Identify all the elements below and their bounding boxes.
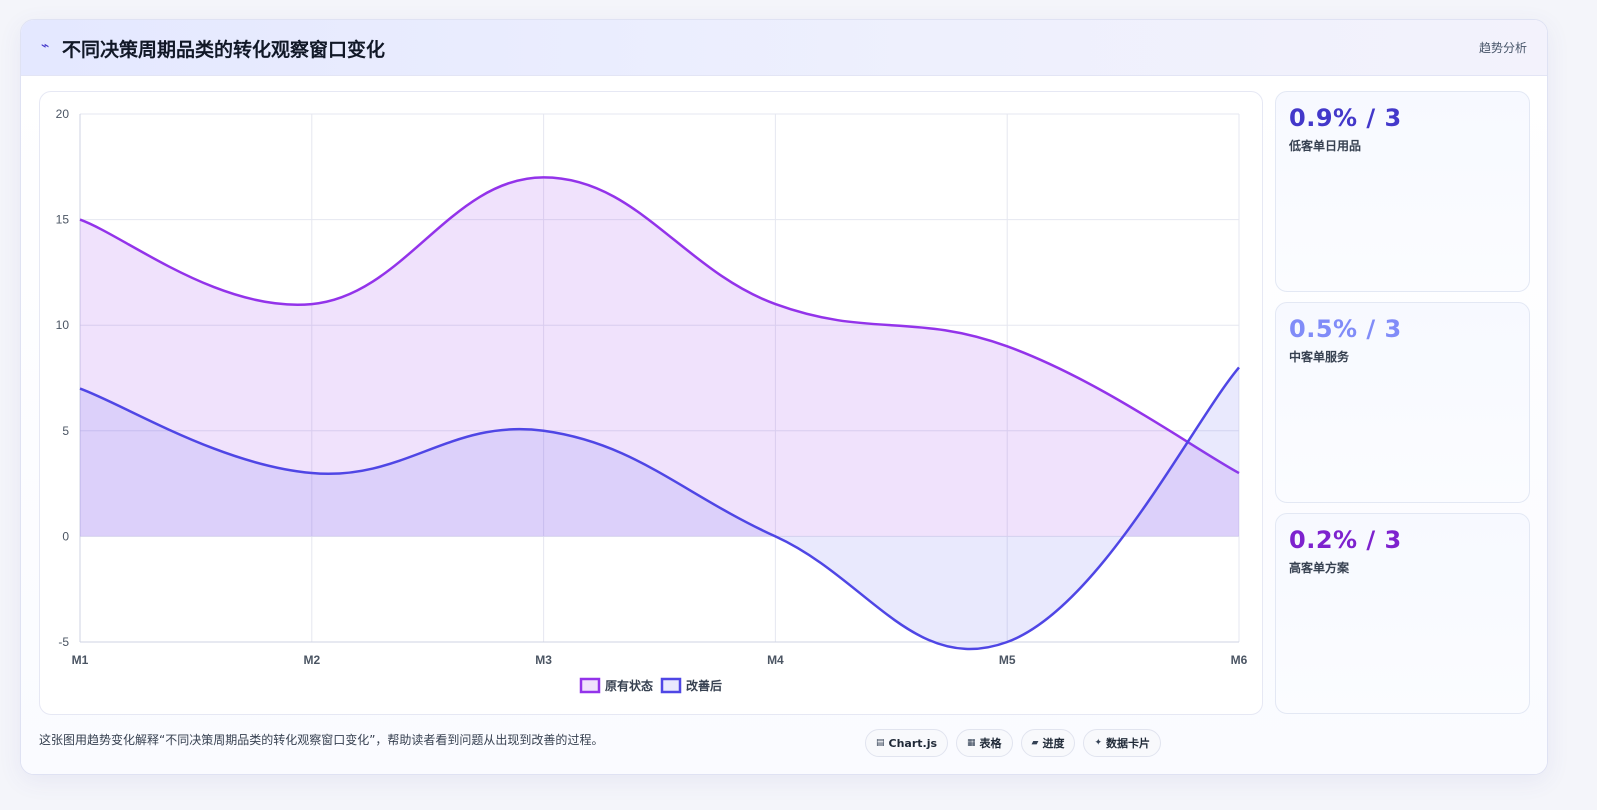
kpi-card-high: 0.2% / 3 高客单方案 [1275, 513, 1530, 714]
series-area-0 [80, 177, 1239, 537]
progress-icon: ▰ [1031, 738, 1039, 748]
chart-description: 这张图用趋势变化解释“不同决策周期品类的转化观察窗口变化”，帮助读者看到问题从出… [39, 733, 604, 747]
kpi-value: 0.9% / 3 [1289, 104, 1402, 132]
y-tick-label: 20 [56, 107, 70, 121]
x-tick-label: M1 [72, 653, 89, 667]
kpi-label: 低客单日用品 [1289, 139, 1362, 153]
legend-swatch [579, 677, 601, 694]
kpi-label: 高客单方案 [1289, 561, 1350, 575]
y-tick-label: 10 [56, 318, 70, 332]
series-area-1 [80, 367, 1239, 650]
kpi-value: 0.2% / 3 [1289, 526, 1402, 554]
pill-label: Chart.js [888, 736, 938, 750]
y-tick-label: 5 [62, 424, 69, 438]
y-tick-label: 0 [62, 529, 69, 543]
x-tick-label: M4 [767, 653, 784, 667]
card-icon: ✦ [1094, 738, 1103, 748]
y-tick-label: -5 [58, 635, 69, 649]
pill-table[interactable]: ▦ 表格 [956, 729, 1013, 757]
kpi-card-low: 0.9% / 3 低客单日用品 [1275, 91, 1530, 292]
x-tick-label: M6 [1231, 653, 1248, 667]
y-tick-label: 15 [56, 213, 70, 227]
x-tick-label: M3 [535, 653, 552, 667]
series-line-0 [79, 176, 1240, 475]
tech-pills: ▤ Chart.js ▦ 表格 ▰ 进度 ✦ 数据卡片 [865, 729, 1162, 757]
table-icon: ▦ [967, 738, 976, 748]
legend-label: 原有状态 [605, 678, 653, 693]
x-tick-label: M2 [303, 653, 320, 667]
card-header: ⌁ 不同决策周期品类的转化观察窗口变化 趋势分析 [21, 20, 1547, 76]
pill-label: 数据卡片 [1106, 737, 1151, 750]
pill-chartjs[interactable]: ▤ Chart.js [865, 729, 949, 757]
legend-swatch [660, 677, 682, 694]
kpi-card-mid: 0.5% / 3 中客单服务 [1275, 302, 1530, 503]
card-title: 不同决策周期品类的转化观察窗口变化 [62, 39, 386, 61]
kpi-value: 0.5% / 3 [1289, 315, 1402, 343]
pill-label: 表格 [979, 737, 1002, 750]
chart-icon: ▤ [876, 738, 885, 748]
kpi-label: 中客单服务 [1289, 350, 1350, 364]
chart-card: ⌁ 不同决策周期品类的转化观察窗口变化 趋势分析 20 15 10 5 0 -5 M1 M2 M… [20, 19, 1548, 775]
series-line-1 [79, 366, 1240, 651]
pill-label: 进度 [1042, 737, 1065, 750]
lightning-icon: ⌁ [41, 38, 50, 54]
legend-label: 改善后 [686, 678, 722, 693]
chart-panel: 20 15 10 5 0 -5 M1 M2 M3 M4 M5 M6 原有状态 改善后 [39, 91, 1263, 715]
area-chart: 20 15 10 5 0 -5M1 M2 M3 M4 M5 M6 原有状态 改善后 [56, 107, 1248, 694]
trend-analysis-tag: 趋势分析 [1478, 41, 1527, 55]
pill-progress[interactable]: ▰ 进度 [1020, 729, 1076, 757]
pill-data-card[interactable]: ✦ 数据卡片 [1083, 729, 1162, 757]
x-tick-label: M5 [999, 653, 1016, 667]
